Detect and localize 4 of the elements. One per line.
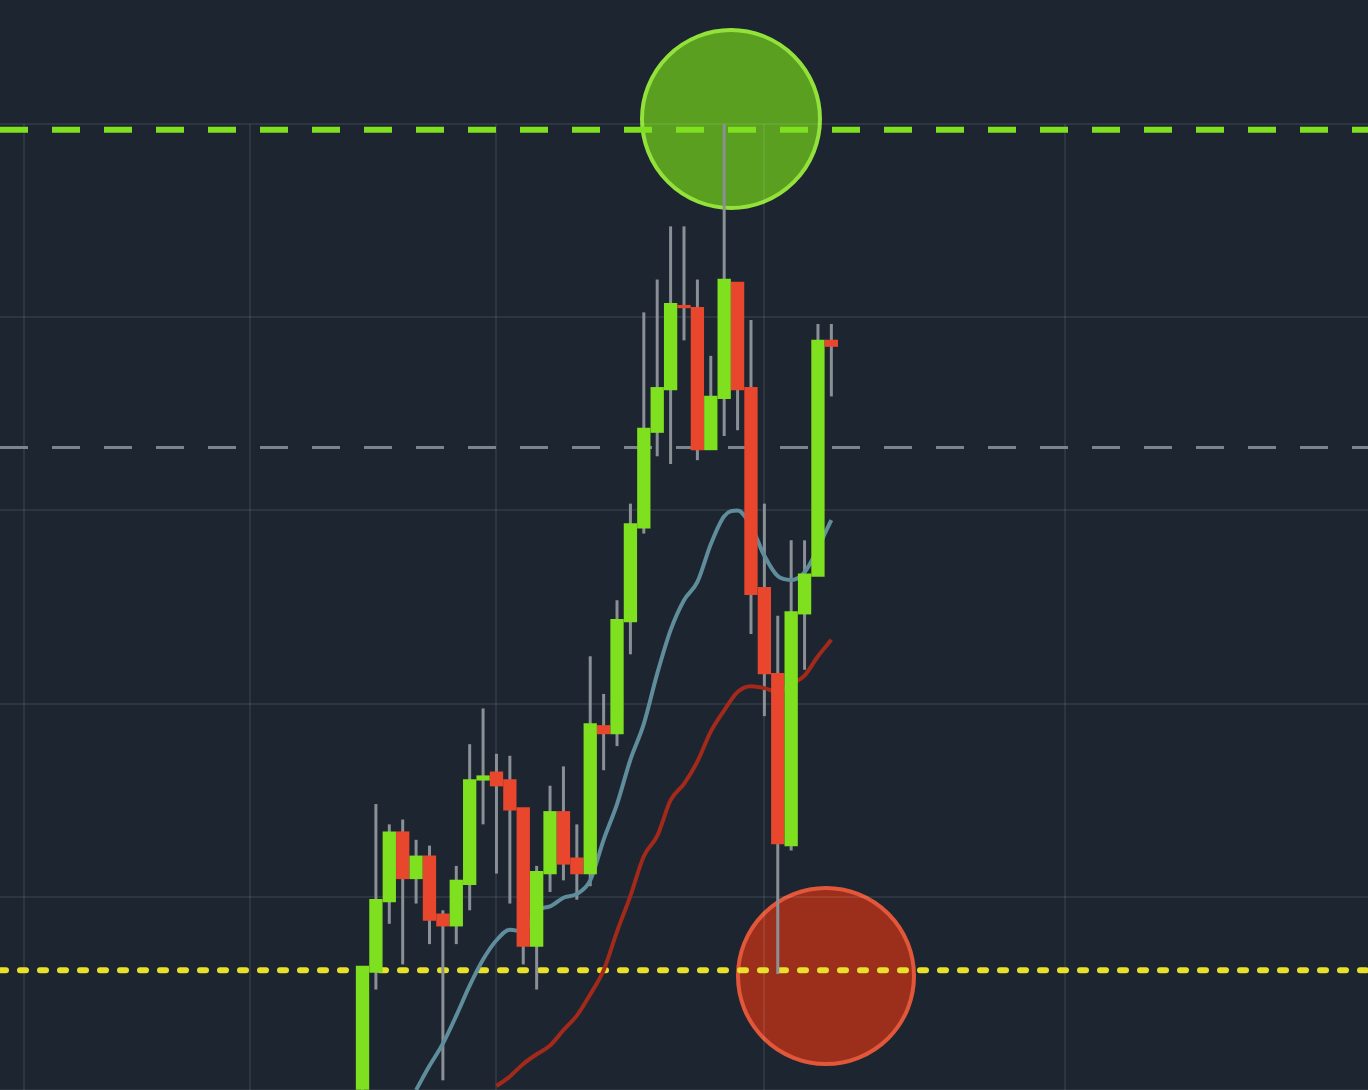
candlestick: [396, 818, 410, 966]
candlestick: [824, 322, 839, 398]
candlestick: [409, 838, 423, 906]
candlestick: [596, 692, 611, 772]
